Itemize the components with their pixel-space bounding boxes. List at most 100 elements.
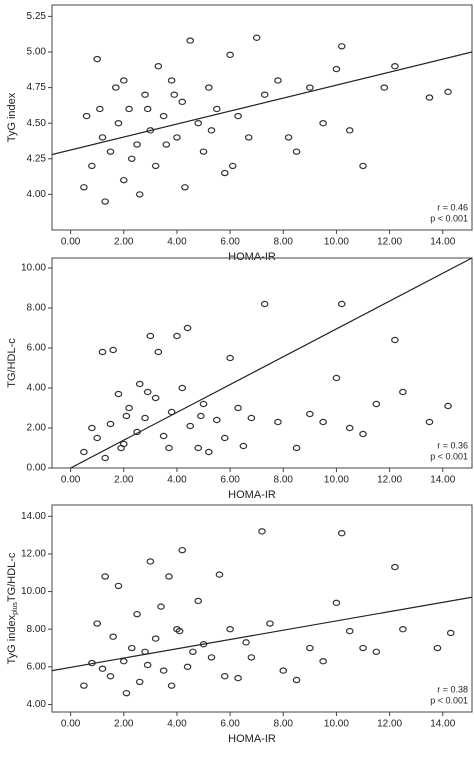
point [80, 682, 88, 689]
x-tick-label: 8.00 [274, 237, 294, 248]
x-tick-label: 2.00 [114, 237, 134, 248]
point [220, 434, 229, 442]
x-axis-label: HOMA-IR [228, 251, 276, 263]
point [114, 582, 123, 590]
point [345, 127, 354, 134]
point [98, 348, 107, 356]
x-tick-label: 6.00 [220, 237, 240, 248]
x-tick-label: 12.00 [377, 475, 402, 486]
y-tick-label: 8.00 [27, 303, 47, 314]
annotation: p < 0.001 [430, 451, 468, 461]
point [178, 98, 187, 106]
point [207, 127, 216, 134]
point [101, 454, 109, 462]
y-tick-label: 4.25 [27, 153, 47, 164]
point [199, 148, 208, 155]
point [399, 626, 407, 633]
x-tick-label: 14.00 [430, 475, 455, 486]
annotation: p < 0.001 [430, 695, 468, 705]
point [178, 546, 187, 554]
y-tick-label: 8.00 [27, 624, 47, 635]
point [183, 324, 192, 332]
point [141, 414, 149, 422]
point [292, 444, 301, 452]
point [80, 448, 88, 456]
point [165, 444, 173, 452]
point [279, 667, 288, 674]
y-tick-label: 6.00 [27, 661, 47, 672]
point [399, 388, 407, 396]
point [220, 673, 229, 680]
point [146, 558, 155, 565]
panel: 0.00 2.00 4.00 6.00 8.00 10.00 12.00 14.00 4.00 6… [6, 504, 473, 745]
y-tick-label: 4.00 [27, 699, 47, 710]
point [167, 77, 176, 84]
point [247, 654, 256, 661]
point [80, 184, 88, 191]
point [444, 88, 452, 96]
point [306, 84, 314, 91]
point [88, 162, 96, 170]
point [101, 573, 109, 580]
point [359, 162, 367, 170]
point [391, 336, 399, 344]
x-tick-label: 0.00 [61, 475, 81, 486]
x-tick-label: 2.00 [114, 475, 134, 486]
point [109, 633, 117, 640]
point [319, 119, 327, 127]
point [234, 404, 242, 412]
x-tick-label: 2.00 [114, 719, 134, 730]
point [173, 134, 181, 141]
point [372, 648, 381, 655]
y-tick-label: 4.00 [27, 383, 47, 394]
point [186, 37, 195, 44]
point [444, 402, 452, 410]
point [433, 644, 442, 652]
y-tick-label: 4.00 [27, 189, 47, 200]
point [319, 418, 327, 426]
point [194, 444, 203, 452]
point [226, 51, 234, 59]
point [234, 674, 242, 682]
point [337, 43, 346, 50]
point [425, 418, 434, 426]
point [258, 528, 266, 535]
x-tick-label: 6.00 [220, 475, 240, 486]
point [391, 563, 399, 571]
point [135, 191, 144, 198]
x-tick-label: 14.00 [430, 719, 455, 730]
x-tick-label: 10.00 [324, 719, 349, 730]
y-tick-label: 0.00 [27, 463, 47, 474]
fit-line [52, 596, 472, 672]
panel: 0.00 2.00 4.00 6.00 8.00 10.00 12.00 14.00 4.00 4… [6, 4, 473, 263]
point [157, 603, 165, 610]
points [80, 34, 452, 205]
y-tick-label: 4.75 [27, 82, 47, 93]
point [274, 77, 282, 84]
y-tick-label: 5.25 [27, 11, 47, 22]
fit-line [70, 258, 472, 468]
plot-frame [51, 4, 473, 231]
point [213, 105, 221, 113]
x-tick-label: 8.00 [274, 475, 294, 486]
point [274, 418, 282, 426]
point [332, 374, 341, 382]
point [226, 626, 234, 633]
x-axis-label: HOMA-IR [228, 733, 276, 745]
x-tick-label: 8.00 [274, 719, 294, 730]
panel: 0.00 2.00 4.00 6.00 8.00 10.00 12.00 14.00 0.00 2… [6, 257, 473, 501]
point [380, 84, 389, 91]
point [178, 384, 187, 392]
point [117, 444, 125, 452]
point [189, 648, 197, 655]
point [154, 348, 163, 356]
point [106, 420, 115, 428]
point [197, 412, 205, 420]
point [215, 571, 224, 578]
x-tick-label: 14.00 [430, 237, 455, 248]
point [207, 654, 216, 661]
point [391, 63, 399, 70]
point [220, 169, 229, 177]
point [167, 682, 176, 689]
x-tick-label: 6.00 [220, 719, 240, 730]
